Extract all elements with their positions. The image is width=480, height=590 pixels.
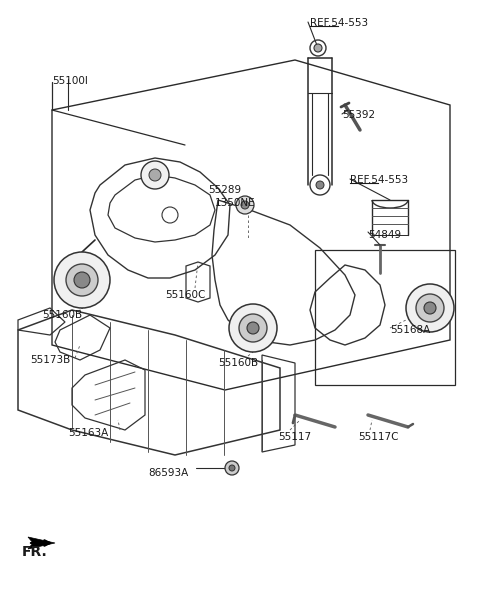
Text: 55392: 55392 (342, 110, 375, 120)
Text: 86593A: 86593A (148, 468, 188, 478)
Circle shape (229, 304, 277, 352)
Text: 55100I: 55100I (52, 76, 88, 86)
Circle shape (74, 272, 90, 288)
Polygon shape (28, 537, 55, 549)
Circle shape (316, 181, 324, 189)
Text: 55117C: 55117C (358, 432, 398, 442)
Circle shape (239, 314, 267, 342)
Circle shape (229, 465, 235, 471)
Text: 55160C: 55160C (165, 290, 205, 300)
Circle shape (236, 196, 254, 214)
Text: 55173B: 55173B (30, 355, 70, 365)
Circle shape (54, 252, 110, 308)
Text: 55160B: 55160B (42, 310, 82, 320)
Circle shape (406, 284, 454, 332)
Text: 55289: 55289 (208, 185, 241, 195)
Circle shape (66, 264, 98, 296)
Circle shape (247, 322, 259, 334)
Text: 54849: 54849 (368, 230, 401, 240)
Circle shape (225, 461, 239, 475)
Circle shape (416, 294, 444, 322)
Circle shape (424, 302, 436, 314)
Text: 1350NE: 1350NE (215, 198, 256, 208)
Circle shape (149, 169, 161, 181)
Circle shape (314, 44, 322, 52)
Circle shape (141, 161, 169, 189)
Text: 55117: 55117 (278, 432, 311, 442)
Text: REF.54-553: REF.54-553 (310, 18, 368, 28)
Text: REF.54-553: REF.54-553 (350, 175, 408, 185)
Circle shape (241, 201, 249, 209)
Text: 55163A: 55163A (68, 428, 108, 438)
Text: 55160B: 55160B (218, 358, 258, 368)
Text: FR.: FR. (22, 545, 48, 559)
Text: 55168A: 55168A (390, 325, 430, 335)
